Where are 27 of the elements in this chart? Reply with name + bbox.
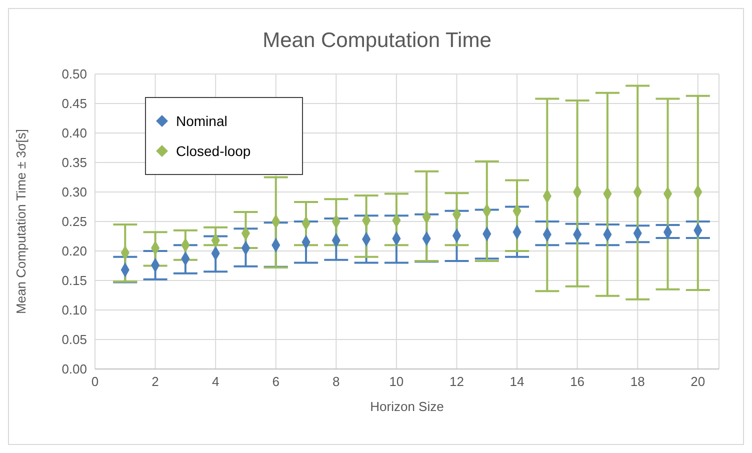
y-tick-label: 0.30: [62, 184, 87, 200]
x-tick-label: 10: [389, 374, 404, 390]
y-tick-label: 0.35: [62, 155, 87, 170]
x-tick-label: 12: [450, 374, 464, 390]
legend-label: Nominal: [176, 112, 228, 131]
y-tick-label: 0.10: [62, 302, 87, 318]
x-tick-label: 18: [630, 374, 645, 390]
x-tick-label: 0: [91, 374, 99, 390]
x-tick-label: 16: [570, 374, 585, 390]
x-tick-label: 20: [690, 374, 706, 390]
y-tick-label: 0.45: [62, 96, 87, 112]
y-tick-label: 0.50: [62, 66, 87, 82]
x-tick-label: 8: [332, 374, 340, 390]
y-tick-label: 0.20: [62, 244, 87, 259]
x-axis-title: Horizon Size: [370, 399, 444, 414]
y-tick-label: 0.05: [62, 332, 87, 348]
x-tick-label: 4: [212, 374, 220, 390]
legend-label: Closed-loop: [176, 142, 251, 161]
chart-title: Mean Computation Time: [262, 29, 492, 53]
x-tick-label: 2: [152, 374, 159, 390]
y-axis-title: Mean Computation Time ± 3σ[s]: [14, 129, 29, 314]
x-tick-label: 6: [272, 374, 280, 390]
y-tick-label: 0.40: [62, 126, 87, 141]
y-tick-label: 0.00: [62, 362, 87, 377]
x-tick-label: 14: [510, 374, 524, 390]
y-tick-label: 0.25: [62, 214, 87, 230]
y-tick-label: 0.15: [62, 273, 87, 288]
